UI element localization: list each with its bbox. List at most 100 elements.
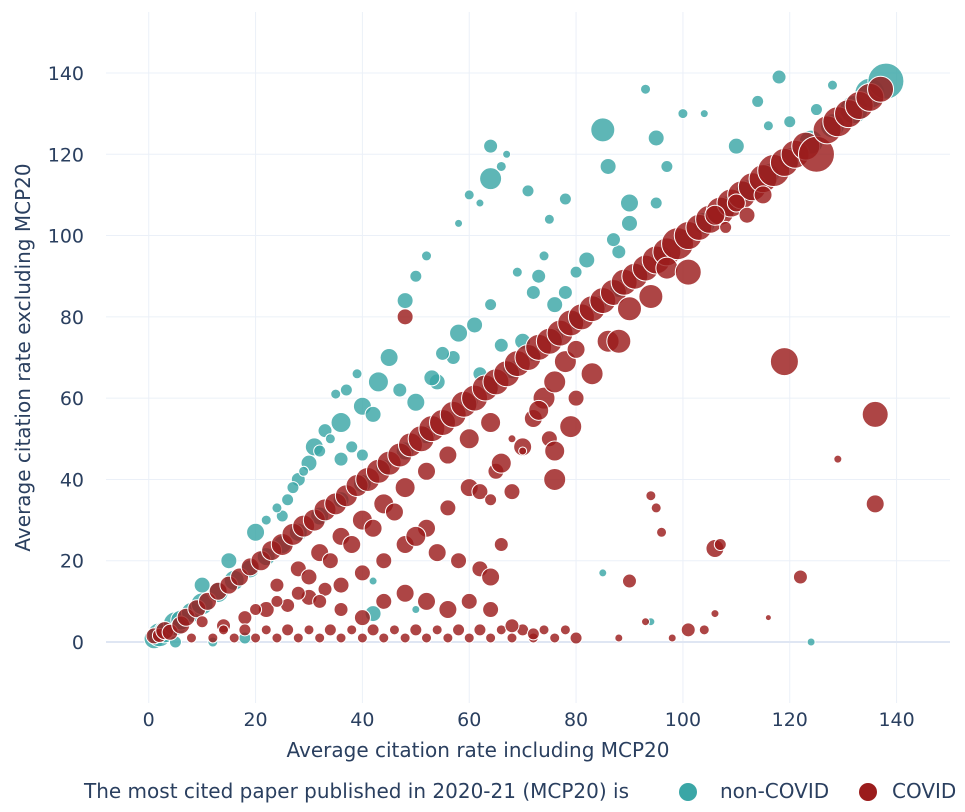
point-covid: [375, 592, 393, 610]
y-tick-label: 0: [72, 632, 84, 654]
point-covid: [621, 573, 637, 589]
point-non-covid: [590, 117, 616, 143]
point-covid: [396, 308, 414, 326]
point-covid: [481, 567, 501, 587]
point-covid: [384, 502, 404, 522]
point-covid: [323, 623, 337, 637]
point-covid: [680, 622, 696, 638]
point-covid: [833, 454, 843, 464]
point-covid: [764, 614, 772, 622]
point-covid: [493, 536, 509, 552]
point-covid: [271, 632, 283, 644]
point-covid: [674, 258, 702, 286]
point-non-covid: [271, 502, 283, 514]
point-non-covid: [406, 392, 426, 412]
point-covid: [506, 632, 518, 644]
point-covid: [405, 525, 427, 547]
point-covid: [638, 284, 664, 310]
point-covid: [471, 483, 489, 501]
point-non-covid: [809, 103, 823, 117]
point-covid: [250, 632, 262, 644]
point-non-covid: [423, 369, 441, 387]
point-non-covid: [368, 576, 378, 586]
point-covid: [269, 577, 285, 593]
point-covid: [559, 624, 571, 636]
point-covid: [792, 569, 808, 585]
point-covid: [503, 483, 521, 501]
point-covid: [185, 632, 197, 644]
point-covid: [249, 603, 263, 617]
point-non-covid: [454, 218, 464, 228]
point-non-covid: [751, 94, 765, 108]
point-covid: [366, 623, 380, 637]
point-covid: [300, 568, 318, 586]
point-covid: [353, 609, 371, 627]
y-tick-label: 80: [60, 307, 84, 329]
point-covid: [438, 445, 458, 465]
point-non-covid: [286, 481, 300, 495]
point-non-covid: [511, 266, 523, 278]
x-tick-label: 20: [243, 709, 267, 731]
point-non-covid: [351, 368, 363, 380]
point-non-covid: [246, 522, 266, 542]
point-covid: [753, 185, 773, 205]
point-non-covid: [598, 568, 608, 578]
point-covid: [614, 633, 624, 643]
point-non-covid: [275, 509, 289, 523]
point-non-covid: [493, 337, 509, 353]
point-non-covid: [367, 371, 389, 393]
x-tick-label: 60: [457, 709, 481, 731]
point-non-covid: [771, 69, 787, 85]
point-non-covid: [379, 348, 399, 367]
x-tick-label: 0: [143, 709, 155, 731]
y-tick-label: 100: [48, 226, 84, 248]
point-covid: [769, 347, 799, 377]
point-non-covid: [557, 284, 573, 300]
point-covid: [473, 623, 487, 637]
point-covid: [480, 412, 502, 434]
point-covid: [452, 623, 466, 637]
point-non-covid: [411, 605, 421, 615]
point-covid: [566, 339, 586, 359]
point-covid: [865, 494, 885, 514]
point-covid: [346, 624, 358, 636]
point-covid: [342, 534, 362, 554]
point-non-covid: [546, 296, 564, 314]
point-non-covid: [435, 345, 451, 361]
point-covid: [312, 593, 328, 609]
x-tick-label: 40: [350, 709, 374, 731]
point-non-covid: [578, 251, 596, 269]
legend-marker-covid: [859, 783, 877, 801]
point-covid: [713, 537, 727, 551]
point-covid: [549, 632, 561, 644]
point-covid: [399, 632, 411, 644]
point-non-covid: [463, 189, 475, 201]
point-non-covid: [475, 198, 485, 208]
point-covid: [438, 600, 458, 620]
point-covid: [559, 415, 583, 439]
point-non-covid: [330, 412, 352, 434]
point-covid: [463, 632, 475, 644]
point-non-covid: [762, 120, 774, 132]
point-covid: [719, 220, 733, 234]
y-axis-title: Average citation rate excluding MCP20: [11, 163, 35, 551]
point-covid: [290, 585, 306, 601]
point-covid: [490, 452, 512, 474]
point-covid: [332, 576, 350, 594]
point-non-covid: [220, 552, 238, 570]
point-covid: [518, 446, 528, 456]
point-covid: [641, 617, 651, 627]
point-covid: [698, 624, 710, 636]
point-covid: [417, 591, 437, 611]
legend-label-non-covid: non-COVID: [720, 779, 829, 803]
point-covid: [395, 583, 415, 603]
point-non-covid: [392, 382, 408, 398]
point-covid: [867, 75, 895, 103]
point-covid: [237, 610, 253, 626]
point-covid: [482, 601, 500, 619]
point-covid: [388, 624, 400, 636]
point-non-covid: [260, 514, 272, 526]
point-non-covid: [355, 448, 369, 462]
point-covid: [538, 624, 550, 636]
